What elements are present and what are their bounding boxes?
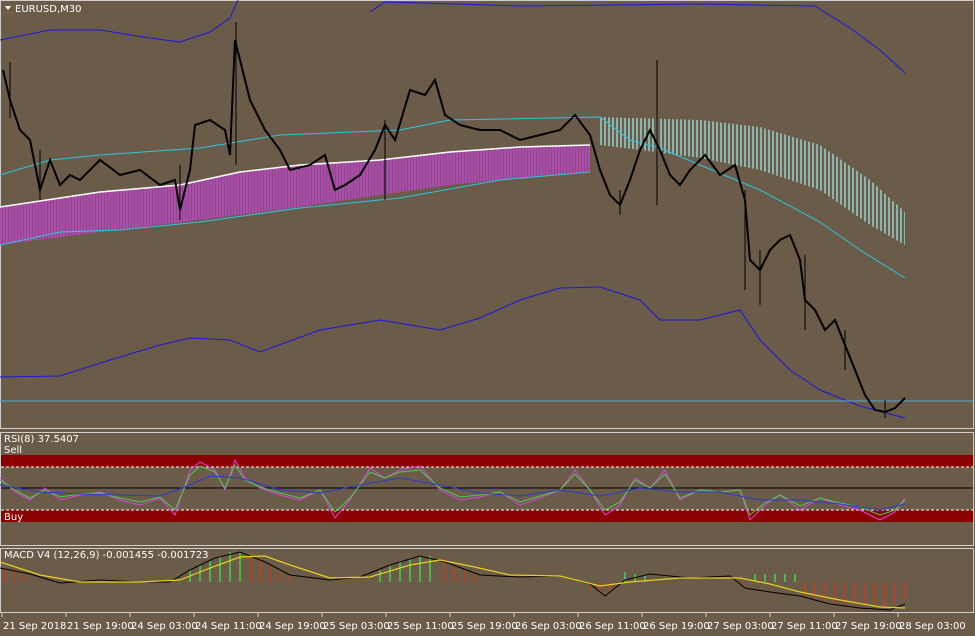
cloud-magenta [0,145,590,245]
time-label: 26 Sep 11:00 [579,621,646,632]
buy-zone [1,510,973,522]
sell-label: Sell [4,445,22,456]
time-label: 26 Sep 19:00 [643,621,710,632]
time-label: 28 Sep 03:00 [899,621,966,632]
rsi-title: RSI(8) 37.5407 [4,434,79,445]
time-label: 24 Sep 11:00 [195,621,262,632]
cloud-cyan [600,117,905,245]
bollinger-upper [0,0,239,43]
bollinger-lower [0,286,906,419]
rsi-line-magenta [0,458,906,521]
panel-border [0,432,974,546]
bollinger-upper-2 [369,1,906,74]
signal-line [0,555,906,609]
time-label: 26 Sep 03:00 [515,621,582,632]
buy-label: Buy [4,512,23,523]
rsi-line-blue [0,475,906,511]
time-label: 27 Sep 19:00 [835,621,902,632]
price-candles [2,39,906,414]
cloud-top-line [0,144,591,208]
envelope-lower [0,171,591,246]
time-label: 25 Sep 03:00 [323,621,390,632]
time-label: 25 Sep 19:00 [451,621,518,632]
envelope-upper [0,116,906,279]
rsi-panel: RSI(8) 37.5407 Sell Buy [0,432,974,546]
menu-arrow[interactable] [5,6,11,10]
price-panel: EURUSD,M30 [0,0,974,429]
time-label: 27 Sep 03:00 [707,621,774,632]
time-label: 21 Sep 19:00 [67,621,134,632]
macd-title: MACD V4 (12,26,9) -0.001455 -0.001723 [4,550,209,561]
time-label: 27 Sep 11:00 [771,621,838,632]
time-label: 24 Sep 03:00 [131,621,198,632]
time-label: 25 Sep 11:00 [387,621,454,632]
rsi-line-green [0,463,906,516]
time-label: 24 Sep 19:00 [259,621,326,632]
macd-histogram-red [4,557,906,606]
symbol-title: EURUSD,M30 [15,4,81,15]
time-label: 21 Sep 2018 [3,621,66,632]
panel-border [0,548,974,613]
sell-zone [1,455,973,467]
macd-panel: MACD V4 (12,26,9) -0.001455 -0.001723 [0,548,974,613]
